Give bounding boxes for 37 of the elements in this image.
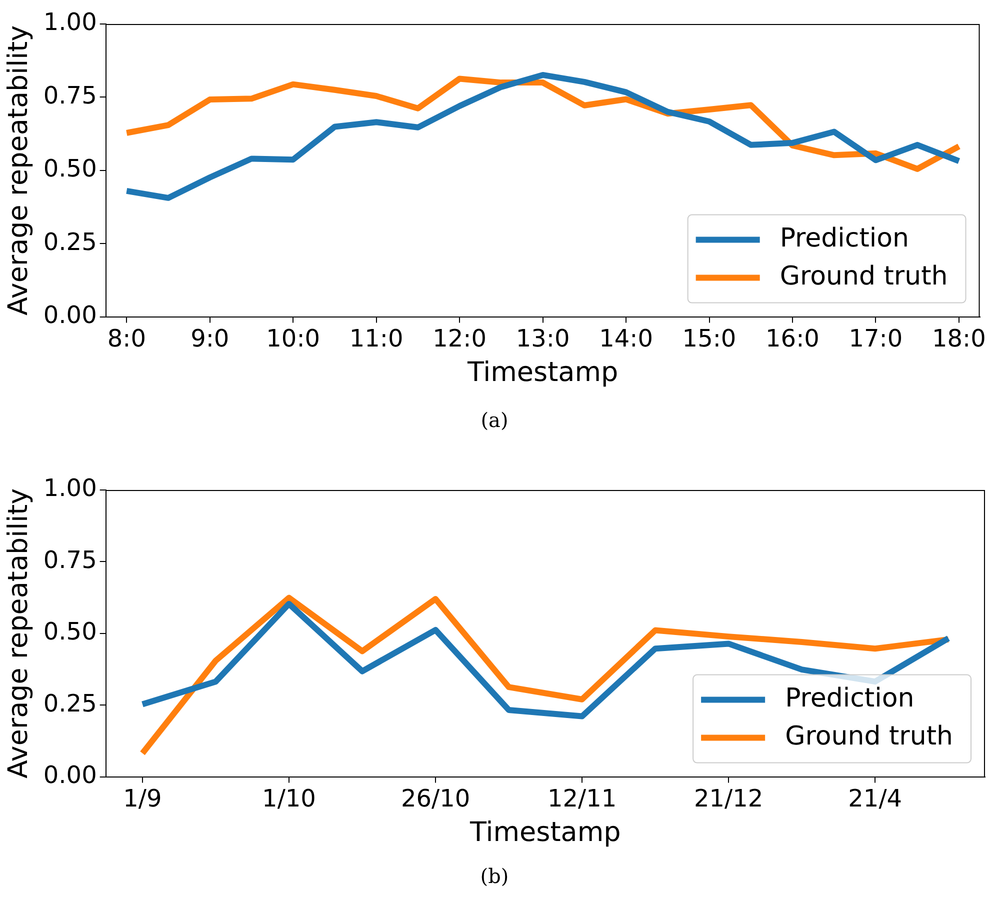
- x-tick-label: 26/10: [400, 784, 470, 812]
- y-tick-label: 0.00: [43, 301, 97, 330]
- legend-label: Prediction: [780, 224, 910, 254]
- y-tick-label: 0.25: [43, 689, 97, 718]
- x-tick-label: 21/12: [694, 784, 764, 812]
- text: (b): [479, 863, 510, 890]
- legend-label: Prediction: [785, 684, 914, 714]
- y-tick-label: 0.50: [43, 618, 97, 646]
- x-tick-label: 14:0: [599, 324, 653, 352]
- text: (a): [480, 407, 510, 434]
- x-tick-label: 8:0: [107, 324, 146, 352]
- y-tick-label: 1.00: [43, 8, 97, 36]
- x-tick-label: 9:0: [190, 324, 230, 352]
- x-tick-label: 11:0: [349, 324, 404, 352]
- x-tick-label: 1/10: [262, 784, 316, 812]
- x-tick-label: 12/11: [547, 784, 617, 812]
- x-tick-label: 21/4: [848, 784, 902, 812]
- y-tick-label: 0.25: [43, 228, 97, 256]
- y-tick-label: 0.00: [43, 761, 97, 790]
- x-axis-title: Timestamp: [466, 356, 618, 388]
- y-tick-label: 0.75: [43, 546, 97, 574]
- x-tick-label: 13:0: [516, 324, 570, 352]
- x-tick-label: 16:0: [766, 324, 820, 352]
- y-tick-label: 1.00: [43, 474, 97, 502]
- legend-label: Ground truth: [780, 262, 948, 292]
- y-axis-title: Average repeatability: [3, 25, 34, 316]
- legend-label: Ground truth: [785, 722, 954, 752]
- x-tick-label: 18:0: [932, 324, 986, 352]
- y-tick-label: 0.50: [43, 154, 97, 183]
- x-tick-label: 15:0: [682, 324, 736, 352]
- x-tick-label: 17:0: [848, 324, 903, 352]
- x-tick-label: 12:0: [432, 324, 487, 352]
- x-tick-label: 1/9: [123, 784, 162, 812]
- y-tick-label: 0.75: [43, 81, 97, 110]
- x-tick-label: 10:0: [266, 324, 320, 352]
- y-axis-title: Average repeatability: [3, 488, 34, 779]
- x-axis-title: Timestamp: [469, 816, 621, 848]
